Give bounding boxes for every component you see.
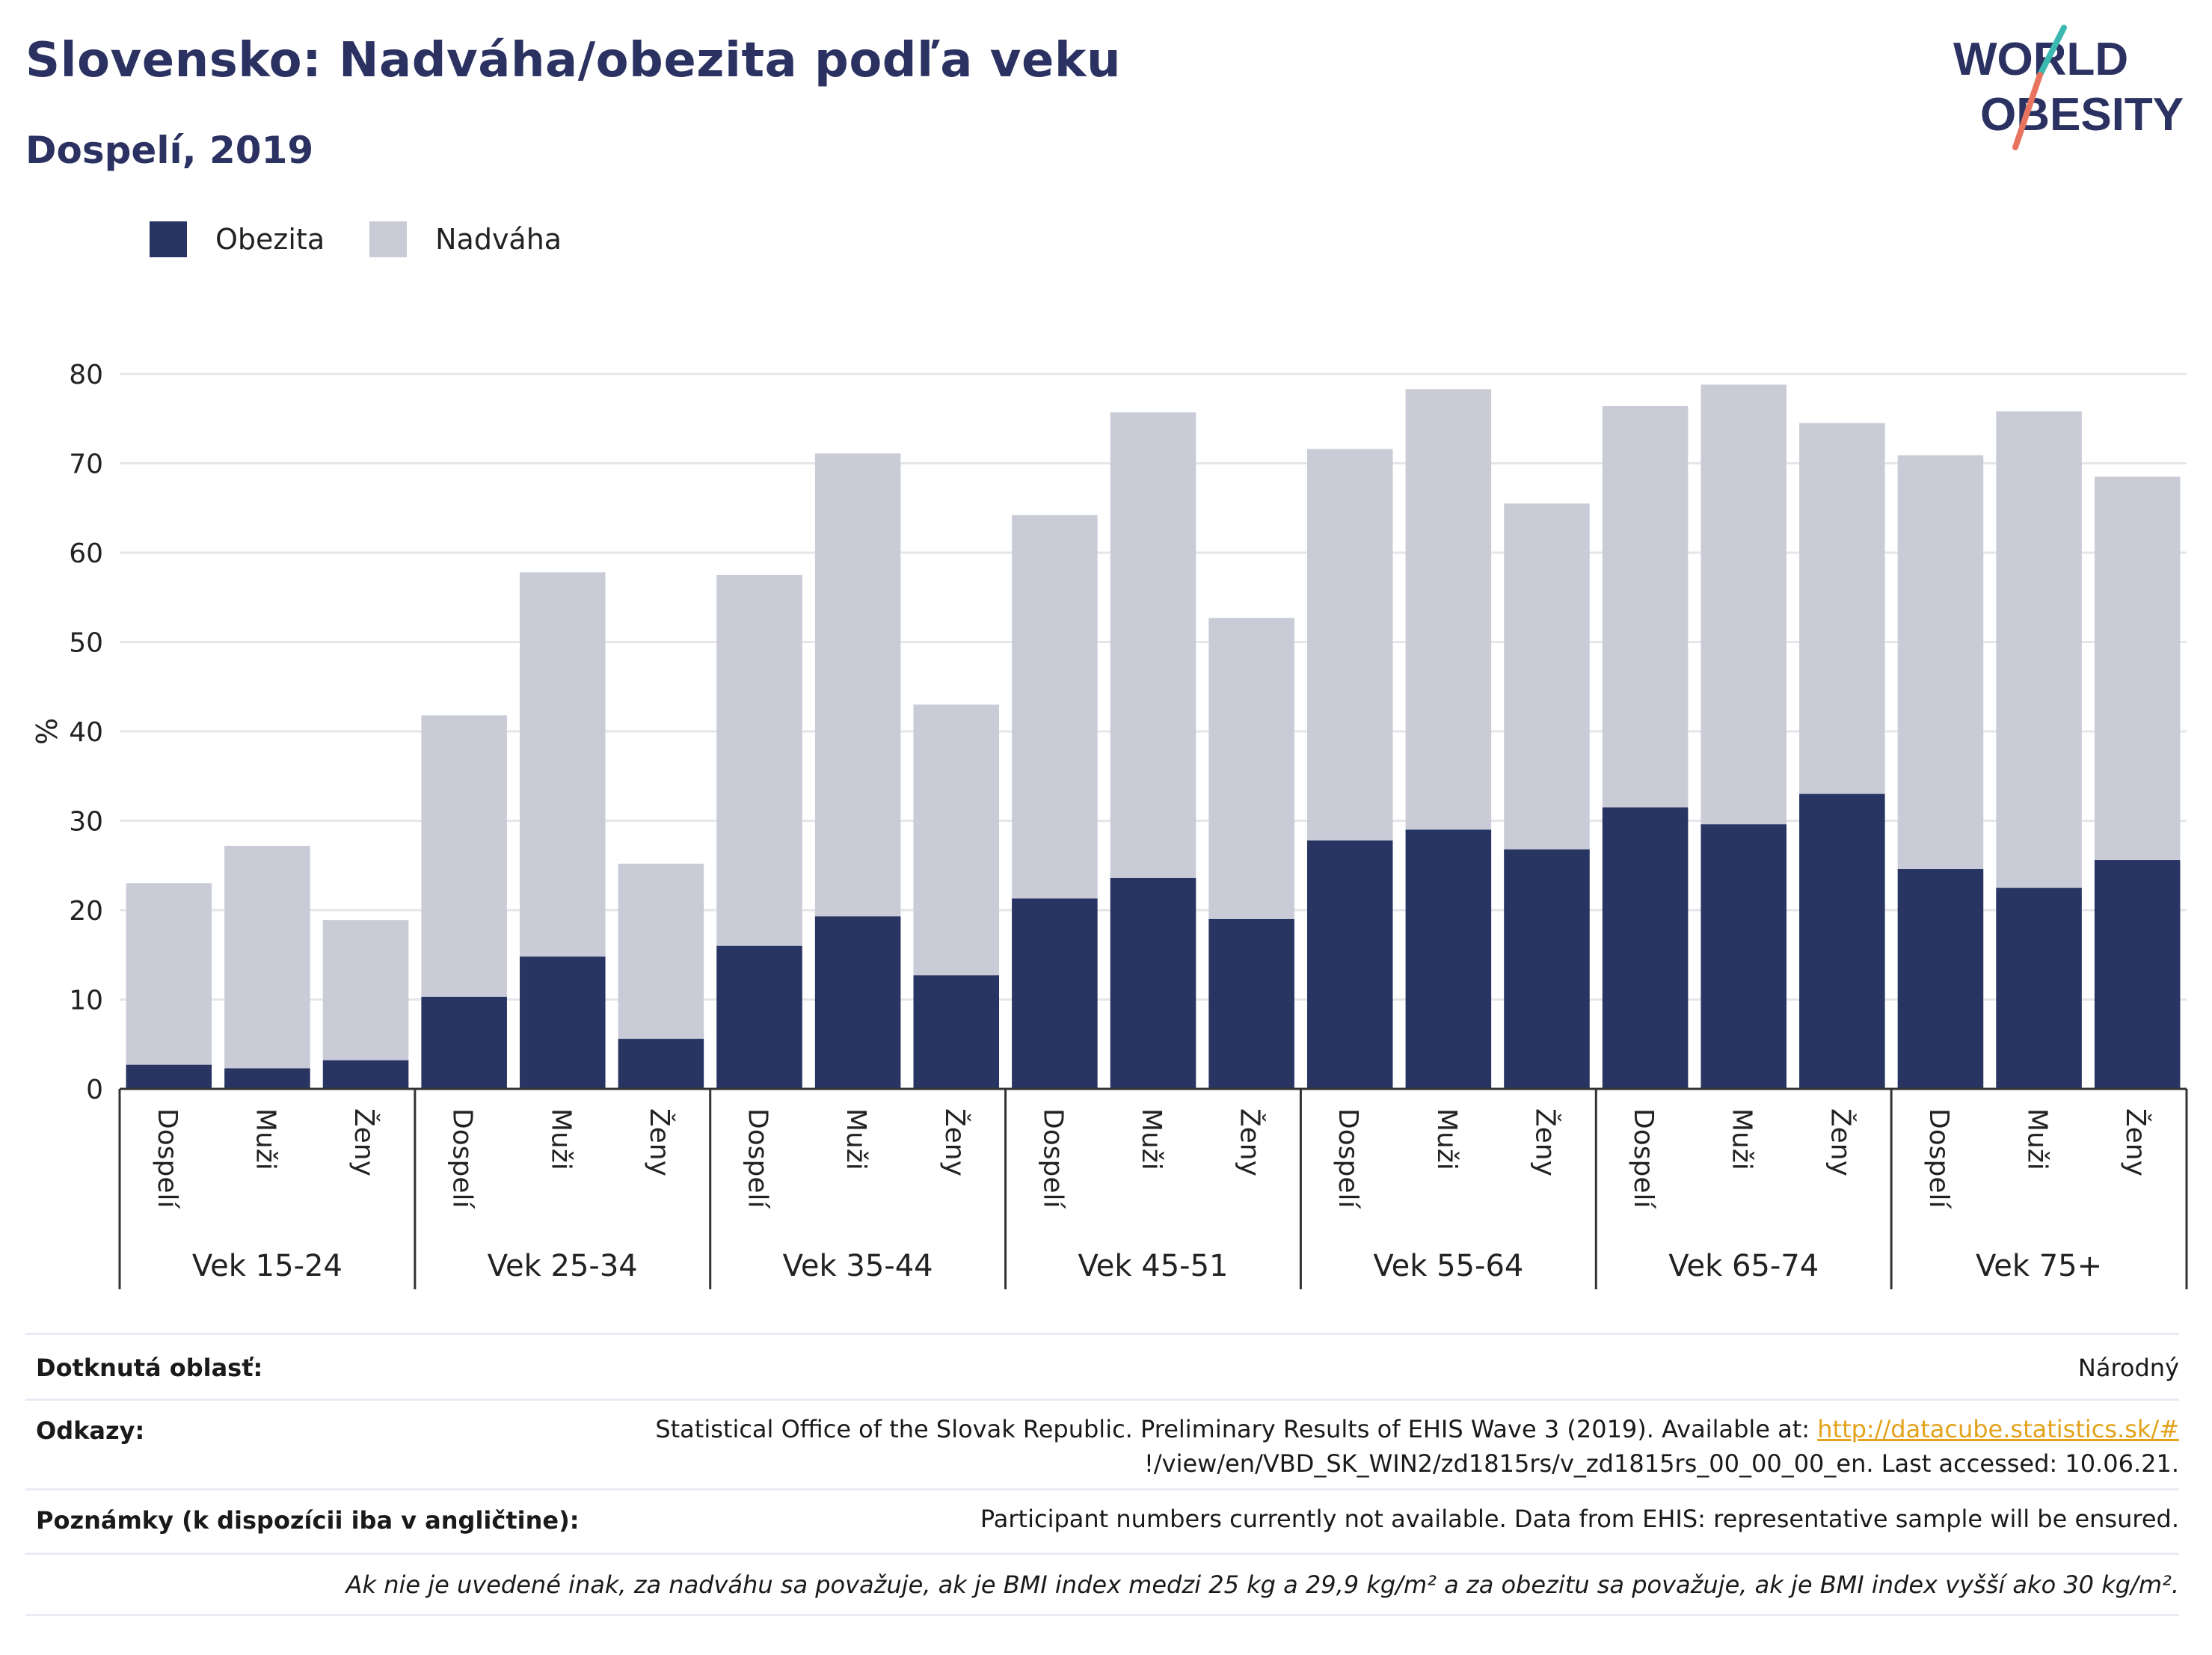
bar-obezita [716,945,802,1089]
x-category-label: Ženy [2120,1108,2151,1176]
footer-divider [25,1398,2179,1401]
bar-obezita [1208,918,1294,1089]
bar-obezita [1996,888,2082,1089]
x-category-label: Dospelí [1333,1108,1363,1209]
refs-text-1: Statistical Office of the Slovak Republi… [655,1415,1818,1443]
x-group-label: Vek 45-51 [1078,1249,1229,1283]
legend-swatch-obezita [150,221,187,257]
x-category-label: Dospelí [447,1108,478,1209]
footer-divider [25,1553,2179,1555]
y-tick-label: 30 [69,807,103,838]
x-group-label: Vek 65-74 [1668,1249,1819,1283]
bar-obezita [224,1068,310,1089]
world-obesity-logo: WORLD OBESITY [1953,25,2184,150]
x-group-label: Vek 75+ [1976,1249,2102,1283]
logo-text-obesity: OBESITY [1980,89,2184,141]
x-category-label: Dospelí [152,1108,182,1209]
x-category-label: Ženy [348,1108,380,1176]
x-category-label: Ženy [644,1108,675,1176]
y-tick-label: 50 [69,628,103,659]
legend-item-obezita[interactable]: Obezita [150,221,325,257]
y-tick-label: 60 [69,538,103,569]
x-category-label: Muži [841,1108,871,1170]
x-category-label: Dospelí [1628,1108,1659,1209]
bar-chart: 0 10 20 30 40 50 60 70 80% Dospelí Muži Ženy Dospelí… [31,360,2188,1289]
x-category-label: Muži [1431,1108,1462,1170]
y-axis-title: % [31,718,64,745]
bar-obezita [1799,793,1885,1089]
x-group-label: Vek 55-64 [1373,1249,1523,1283]
x-category-label: Dospelí [1923,1108,1954,1209]
bmi-note: Ak nie je uvedené inak, za nadváhu sa po… [345,1570,2179,1599]
x-category-label: Muži [545,1108,576,1170]
bar-obezita [814,916,901,1089]
x-category-label: Muži [250,1108,280,1170]
legend-label-obezita: Obezita [215,223,325,256]
refs-text-2: !/view/en/VBD_SK_WIN2/zd1815rs/v_zd1815r… [1144,1449,2179,1478]
chart-legend: Obezita Nadváha [150,221,606,257]
refs-link[interactable]: http://datacube.statistics.sk/# [1817,1415,2179,1443]
page-title: Slovensko: Nadváha/obezita podľa veku [25,33,1121,88]
x-group-label: Vek 15-24 [192,1249,342,1283]
bar-obezita [322,1060,409,1089]
bar-obezita [1701,824,1787,1089]
bar-obezita [618,1039,704,1089]
y-tick-label: 80 [69,360,103,390]
bar-obezita [1897,869,1984,1089]
area-value: Národný [2077,1354,2179,1382]
legend-item-nadvaha[interactable]: Nadváha [369,221,562,257]
x-group-label: Vek 35-44 [783,1249,933,1283]
bar-obezita [421,996,507,1089]
x-category-label: Ženy [939,1108,971,1176]
x-category-label: Ženy [1235,1108,1266,1176]
bar-obezita [1306,840,1393,1089]
x-category-label: Muži [1136,1108,1167,1170]
bar-obezita [2094,860,2181,1089]
refs-label: Odkazy: [36,1416,145,1445]
notes-label: Poznámky (k dispozícii iba v angličtine)… [36,1506,580,1535]
bar-obezita [1405,829,1492,1089]
logo-slash-teal [2037,25,2067,78]
bar-nadvaha [224,845,310,1089]
footer-divider [25,1488,2179,1490]
x-category-label: Ženy [1529,1108,1561,1176]
logo-slash-coral [2012,72,2043,150]
x-category-label: Muži [2022,1108,2053,1170]
x-category-label: Dospelí [1037,1108,1068,1209]
bar-nadvaha [126,883,212,1089]
x-category-label: Muži [1727,1108,1757,1170]
y-tick-label: 0 [86,1075,103,1105]
page-subtitle: Dospelí, 2019 [25,129,314,172]
notes-value: Participant numbers currently not availa… [980,1505,2179,1533]
bar-obezita [520,957,606,1089]
footer-divider [25,1614,2179,1616]
footer-divider [25,1333,2179,1335]
x-group-label: Vek 25-34 [488,1249,638,1283]
legend-swatch-nadvaha [369,221,408,257]
bar-obezita [1504,849,1590,1089]
bar-obezita [126,1064,212,1089]
x-category-label: Ženy [1825,1108,1856,1176]
y-tick-label: 10 [69,986,103,1016]
bar-obezita [913,975,1000,1089]
area-label: Dotknutá oblasť: [36,1354,263,1382]
y-tick-label: 20 [69,896,103,927]
refs-value: Statistical Office of the Slovak Republi… [655,1412,2179,1481]
x-category-label: Dospelí [743,1108,773,1209]
y-tick-label: 70 [69,449,103,480]
bar-obezita [1012,898,1098,1089]
bar-obezita [1602,807,1689,1089]
legend-label-nadvaha: Nadváha [435,223,562,256]
bar-obezita [1110,877,1196,1089]
y-tick-label: 40 [69,717,103,748]
